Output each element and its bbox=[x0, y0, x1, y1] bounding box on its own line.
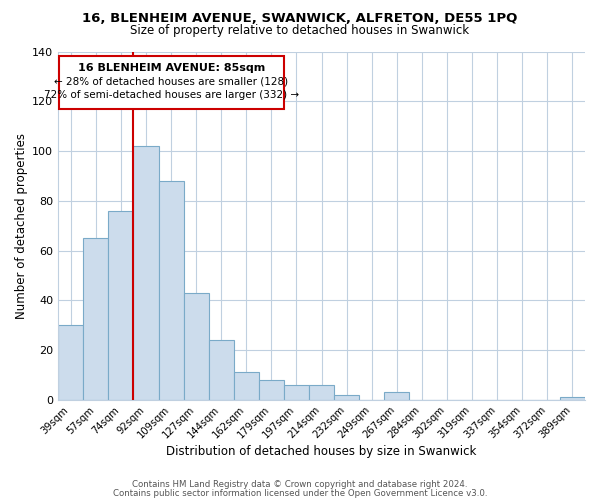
Text: ← 28% of detached houses are smaller (128): ← 28% of detached houses are smaller (12… bbox=[54, 76, 289, 86]
Bar bbox=[158, 181, 184, 400]
Text: Contains HM Land Registry data © Crown copyright and database right 2024.: Contains HM Land Registry data © Crown c… bbox=[132, 480, 468, 489]
Text: 16 BLENHEIM AVENUE: 85sqm: 16 BLENHEIM AVENUE: 85sqm bbox=[77, 62, 265, 72]
Bar bbox=[184, 293, 209, 400]
Bar bbox=[109, 210, 133, 400]
X-axis label: Distribution of detached houses by size in Swanwick: Distribution of detached houses by size … bbox=[166, 444, 477, 458]
Text: Size of property relative to detached houses in Swanwick: Size of property relative to detached ho… bbox=[130, 24, 470, 37]
Bar bbox=[133, 146, 158, 400]
Bar bbox=[384, 392, 409, 400]
Text: 16, BLENHEIM AVENUE, SWANWICK, ALFRETON, DE55 1PQ: 16, BLENHEIM AVENUE, SWANWICK, ALFRETON,… bbox=[82, 12, 518, 26]
Text: 72% of semi-detached houses are larger (332) →: 72% of semi-detached houses are larger (… bbox=[44, 90, 299, 100]
Bar bbox=[334, 395, 359, 400]
Bar bbox=[58, 325, 83, 400]
Bar bbox=[59, 56, 284, 108]
Bar bbox=[209, 340, 234, 400]
Bar bbox=[560, 398, 585, 400]
Bar bbox=[309, 385, 334, 400]
Bar bbox=[234, 372, 259, 400]
Bar bbox=[284, 385, 309, 400]
Bar bbox=[83, 238, 109, 400]
Bar bbox=[259, 380, 284, 400]
Y-axis label: Number of detached properties: Number of detached properties bbox=[15, 132, 28, 318]
Text: Contains public sector information licensed under the Open Government Licence v3: Contains public sector information licen… bbox=[113, 488, 487, 498]
